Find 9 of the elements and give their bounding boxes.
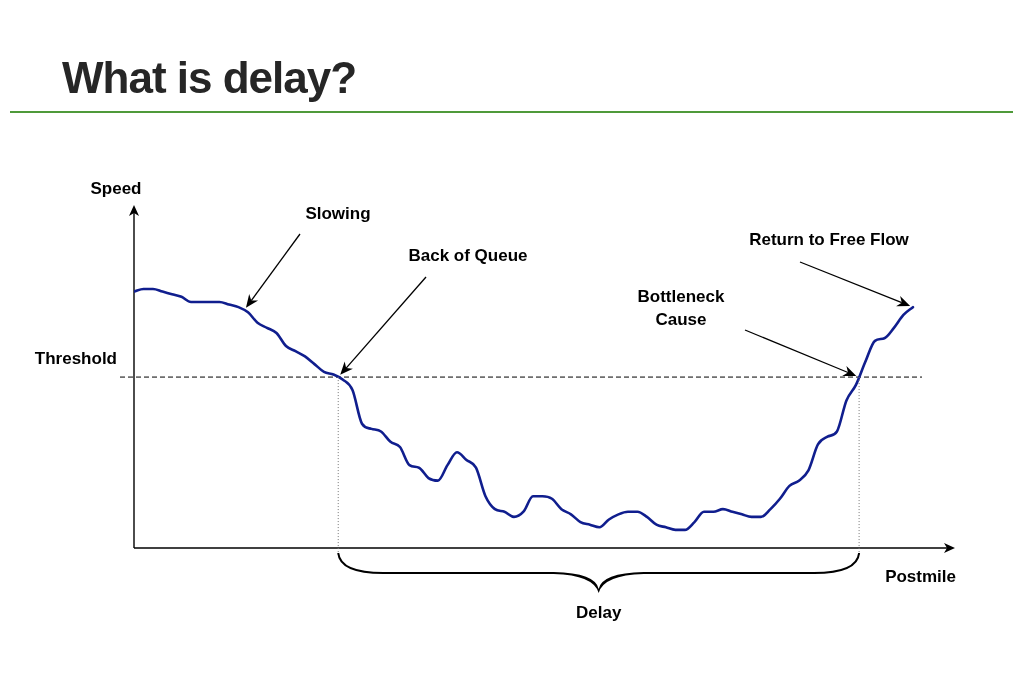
ref-line-label: Threshold <box>34 349 117 369</box>
text: Speed <box>90 179 142 198</box>
text: Return to Free Flow <box>749 230 910 249</box>
text: Back of Queue <box>408 246 528 265</box>
annotation: Bottleneck Cause <box>637 287 725 329</box>
text: Delay <box>575 603 622 622</box>
chart-title: What is delay? <box>62 52 357 104</box>
x-axis-title: Postmile <box>885 567 956 586</box>
text: Slowing <box>305 204 371 223</box>
